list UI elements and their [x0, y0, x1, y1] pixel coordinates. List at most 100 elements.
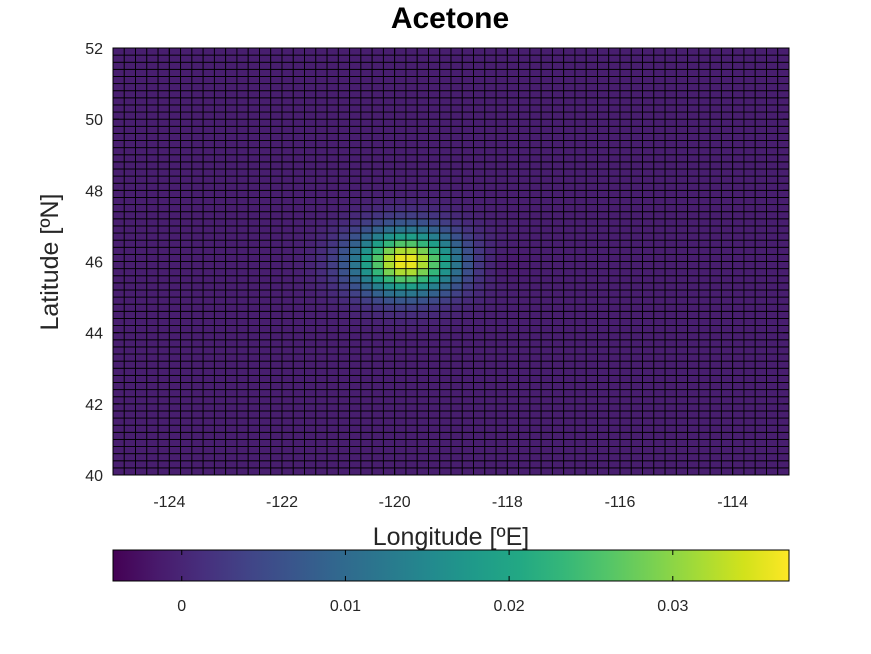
- heatmap-cell: [642, 253, 655, 262]
- heatmap-cell: [247, 118, 260, 127]
- heatmap-cell: [236, 467, 249, 476]
- heatmap-cell: [540, 97, 553, 106]
- heatmap-cell: [146, 211, 159, 220]
- heatmap-cell: [259, 389, 272, 398]
- heatmap-cell: [405, 424, 418, 433]
- heatmap-cell: [135, 268, 148, 277]
- y-tick-label: 42: [85, 397, 103, 414]
- heatmap-cell: [619, 154, 632, 163]
- heatmap-cell: [225, 68, 238, 77]
- heatmap-cell: [720, 453, 734, 462]
- heatmap-cell: [450, 289, 463, 298]
- heatmap-cell: [213, 118, 227, 127]
- heatmap-cell: [123, 303, 136, 312]
- heatmap-cell: [551, 396, 565, 405]
- heatmap-cell: [135, 218, 148, 227]
- heatmap-cell: [597, 232, 610, 241]
- heatmap-cell: [236, 275, 249, 284]
- heatmap-cell: [202, 204, 215, 213]
- heatmap-cell: [461, 438, 474, 447]
- heatmap-cell: [326, 132, 339, 141]
- x-tick-label: -124: [153, 494, 185, 511]
- heatmap-cell: [394, 76, 407, 85]
- heatmap-cell: [168, 253, 182, 262]
- heatmap-cell: [585, 246, 598, 255]
- heatmap-cell: [664, 118, 677, 127]
- heatmap-cell: [191, 332, 204, 341]
- heatmap-cell: [720, 132, 734, 141]
- heatmap-cell: [281, 196, 294, 206]
- heatmap-cell: [574, 317, 587, 326]
- heatmap-cell: [337, 68, 351, 77]
- heatmap-cell: [619, 268, 632, 277]
- heatmap-cell: [326, 282, 339, 291]
- heatmap-cell: [225, 218, 238, 227]
- heatmap-cell: [495, 175, 508, 184]
- heatmap-cell: [304, 374, 317, 383]
- heatmap-cell: [281, 97, 294, 106]
- heatmap-cell: [529, 289, 542, 298]
- heatmap-cell: [461, 161, 474, 170]
- heatmap-cell: [540, 111, 553, 120]
- heatmap-cell: [743, 225, 756, 234]
- heatmap-cell: [146, 389, 159, 398]
- heatmap-cell: [619, 339, 632, 348]
- heatmap-cell: [461, 218, 474, 227]
- heatmap-cell: [270, 182, 283, 191]
- heatmap-cell: [394, 417, 407, 426]
- heatmap-cell: [608, 261, 621, 270]
- heatmap-cell: [304, 168, 317, 177]
- heatmap-cell: [157, 189, 170, 198]
- heatmap-cell: [270, 346, 283, 355]
- heatmap-cell: [168, 268, 182, 277]
- heatmap-cell: [619, 90, 632, 99]
- heatmap-cell: [202, 68, 215, 77]
- heatmap-cell: [754, 261, 767, 270]
- heatmap-cell: [157, 289, 170, 298]
- heatmap-cell: [642, 111, 655, 120]
- heatmap-cell: [766, 325, 779, 334]
- heatmap-cell: [574, 382, 587, 391]
- heatmap-cell: [349, 125, 362, 134]
- heatmap-cell: [405, 374, 418, 383]
- heatmap-cell: [766, 367, 779, 376]
- heatmap-cell: [270, 296, 283, 305]
- heatmap-cell: [698, 90, 711, 99]
- heatmap-cell: [642, 189, 655, 198]
- heatmap-cell: [720, 90, 734, 99]
- heatmap-cell: [270, 446, 283, 455]
- heatmap-cell: [315, 410, 328, 419]
- heatmap-cell: [382, 168, 396, 177]
- heatmap-cell: [642, 47, 655, 56]
- heatmap-cell: [405, 367, 418, 376]
- heatmap-cell: [675, 360, 689, 369]
- heatmap-cell: [180, 367, 193, 376]
- heatmap-cell: [236, 261, 249, 270]
- heatmap-cell: [574, 154, 587, 163]
- heatmap-cell: [563, 253, 576, 262]
- heatmap-cell: [382, 268, 396, 277]
- heatmap-cell: [473, 310, 486, 319]
- heatmap-cell: [360, 438, 373, 447]
- heatmap-cell: [225, 289, 238, 298]
- heatmap-cell: [664, 104, 677, 113]
- heatmap-cell: [360, 339, 373, 348]
- heatmap-cell: [597, 275, 610, 284]
- heatmap-cell: [597, 83, 610, 92]
- heatmap-cell: [461, 417, 474, 426]
- heatmap-cell: [619, 189, 632, 198]
- heatmap-cell: [213, 453, 227, 462]
- heatmap-cell: [518, 382, 531, 391]
- heatmap-cell: [743, 360, 756, 369]
- heatmap-cell: [180, 346, 193, 355]
- heatmap-cell: [337, 310, 351, 319]
- heatmap-cell: [540, 76, 553, 85]
- heatmap-cell: [777, 111, 790, 120]
- heatmap-cell: [653, 317, 666, 326]
- heatmap-cell: [450, 460, 463, 469]
- heatmap-cell: [687, 417, 700, 426]
- heatmap-cell: [597, 282, 610, 291]
- heatmap-cell: [428, 83, 441, 92]
- heatmap-cell: [720, 125, 734, 134]
- heatmap-cell: [259, 303, 272, 312]
